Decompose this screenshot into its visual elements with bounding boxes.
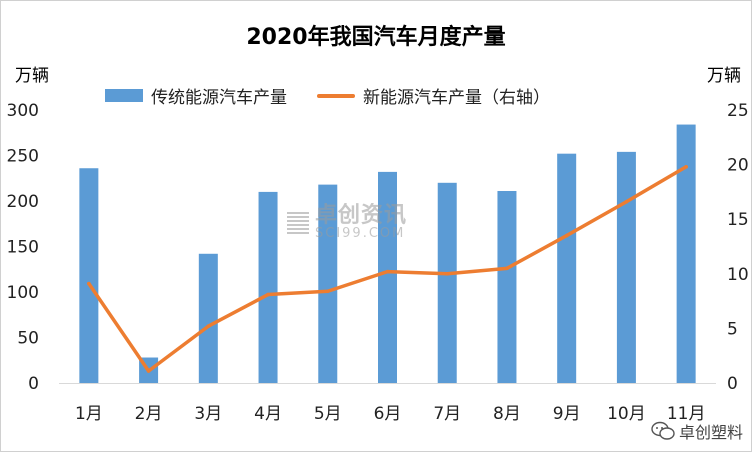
x-tick-label: 5月	[314, 404, 342, 424]
line-point	[684, 164, 688, 169]
line-point	[206, 324, 211, 329]
line-point	[445, 272, 450, 276]
watermark-main-text: 卓创资讯	[315, 203, 408, 228]
x-tick-label: 2月	[135, 404, 163, 424]
legend: 传统能源汽车产量 新能源汽车产量（右轴）	[105, 83, 580, 108]
y-right-tick-label: 5	[727, 319, 738, 339]
legend-item-line: 新能源汽车产量（右轴）	[317, 83, 550, 108]
bar	[616, 151, 636, 383]
bar	[378, 171, 397, 383]
legend-item-bar: 传统能源汽车产量	[105, 83, 287, 108]
y-right-tick-label: 0	[727, 374, 738, 394]
watermark: 卓创资讯 SCI99.COM	[287, 205, 407, 241]
y-left-tick-label: 0	[28, 374, 39, 394]
y-right-tick-label: 20	[727, 156, 749, 176]
watermark-sub-text: SCI99.COM	[315, 226, 406, 241]
legend-label-bar: 传统能源汽车产量	[151, 88, 287, 108]
bar	[79, 168, 99, 383]
y-left-tick-label: 250	[7, 147, 39, 167]
x-tick-label: 6月	[374, 404, 402, 424]
x-tick-label: 11月	[667, 404, 706, 424]
y-left-tick-label: 100	[7, 283, 39, 303]
y-right-tick-label: 15	[727, 210, 749, 230]
bar	[198, 253, 218, 383]
x-tick-label: 8月	[493, 404, 521, 424]
left-axis-unit: 万辆	[15, 66, 49, 86]
x-tick-label: 7月	[433, 404, 461, 424]
legend-swatch-bar	[105, 89, 143, 102]
bar	[497, 190, 517, 383]
line-point	[325, 289, 330, 294]
line-point	[87, 281, 91, 286]
bar	[318, 184, 338, 383]
x-tick-label: 10月	[607, 404, 646, 424]
line-point	[146, 369, 151, 373]
bar	[557, 153, 577, 383]
bar	[437, 182, 457, 383]
line-point	[385, 269, 390, 274]
wechat-icon	[651, 421, 675, 440]
y-left-tick-label: 300	[7, 101, 39, 121]
line-point	[266, 292, 270, 297]
legend-label-line: 新能源汽车产量（右轴）	[363, 88, 550, 108]
x-tick-label: 3月	[194, 404, 222, 424]
y-left-tick-label: 150	[7, 238, 39, 258]
x-tick-label: 4月	[254, 404, 282, 424]
wechat-badge: 卓创塑料	[651, 419, 743, 443]
y-right-tick-label: 25	[727, 101, 749, 121]
bar	[676, 124, 696, 383]
x-tick-label: 9月	[553, 404, 581, 424]
line-point	[564, 233, 569, 238]
line-point	[505, 266, 509, 271]
x-tick-label: 1月	[75, 404, 103, 424]
right-axis-unit: 万辆	[707, 66, 741, 86]
line-point	[624, 199, 629, 204]
bar	[258, 191, 278, 383]
y-left-tick-label: 200	[7, 192, 39, 212]
legend-swatch-line	[317, 93, 355, 98]
chart-title: 2020年我国汽车月度产量	[246, 25, 506, 50]
watermark-logo-icon	[287, 212, 309, 234]
y-right-tick-label: 10	[727, 265, 749, 285]
wechat-label: 卓创塑料	[678, 423, 743, 442]
y-left-tick-label: 50	[17, 329, 39, 349]
